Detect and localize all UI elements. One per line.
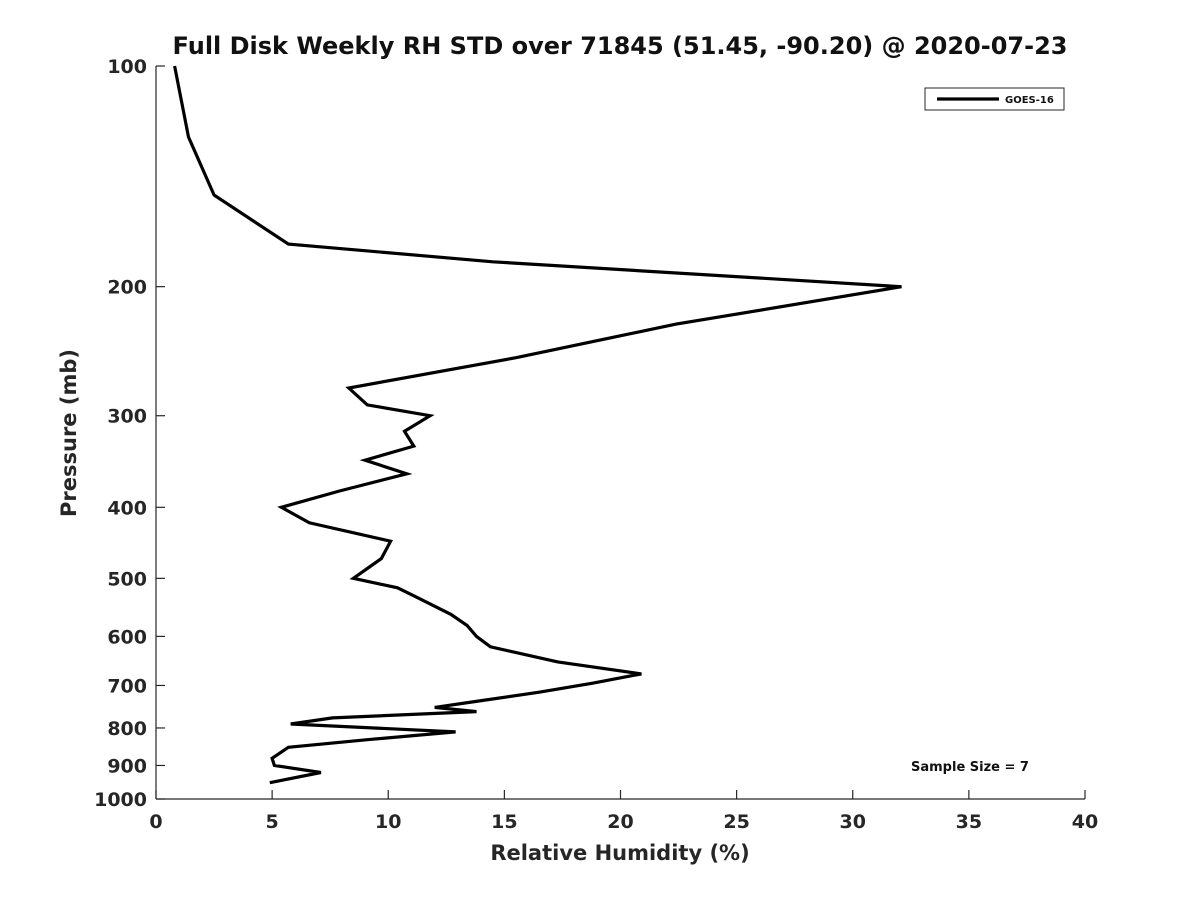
x-tick-label: 30 — [840, 811, 866, 833]
y-tick-label: 500 — [107, 568, 147, 590]
x-axis-label: Relative Humidity (%) — [490, 841, 749, 865]
y-tick-label: 600 — [107, 626, 147, 648]
y-tick-label: 900 — [107, 755, 147, 777]
y-tick-label: 200 — [107, 277, 147, 299]
x-tick-label: 40 — [1072, 811, 1098, 833]
x-axis-ticks: 0 5 10 15 20 25 30 35 40 — [149, 790, 1098, 833]
y-tick-label: 700 — [107, 675, 147, 697]
y-tick-label: 400 — [107, 497, 147, 519]
x-tick-label: 10 — [375, 811, 401, 833]
series-group — [173, 65, 902, 785]
series-line-goes-16 — [173, 65, 902, 785]
y-tick-label: 1000 — [94, 789, 147, 811]
x-tick-label: 25 — [723, 811, 749, 833]
sample-size-annotation: Sample Size = 7 — [911, 760, 1029, 775]
plot-area — [155, 66, 1085, 800]
x-tick-label: 20 — [607, 811, 633, 833]
x-tick-label: 15 — [491, 811, 517, 833]
y-tick-label: 300 — [107, 406, 147, 428]
y-axis-label: Pressure (mb) — [57, 349, 81, 517]
y-tick-label: 800 — [107, 718, 147, 740]
x-tick-label: 5 — [266, 811, 279, 833]
chart-title: Full Disk Weekly RH STD over 71845 (51.4… — [173, 32, 1068, 60]
y-axis-ticks: 100 200 300 400 500 600 700 800 900 1000 — [94, 56, 165, 811]
legend-entry-goes-16: GOES-16 — [1005, 95, 1054, 106]
y-tick-label: 100 — [107, 56, 147, 78]
x-tick-label: 0 — [149, 811, 162, 833]
x-tick-label: 35 — [956, 811, 982, 833]
legend: GOES-16 — [924, 87, 1065, 111]
